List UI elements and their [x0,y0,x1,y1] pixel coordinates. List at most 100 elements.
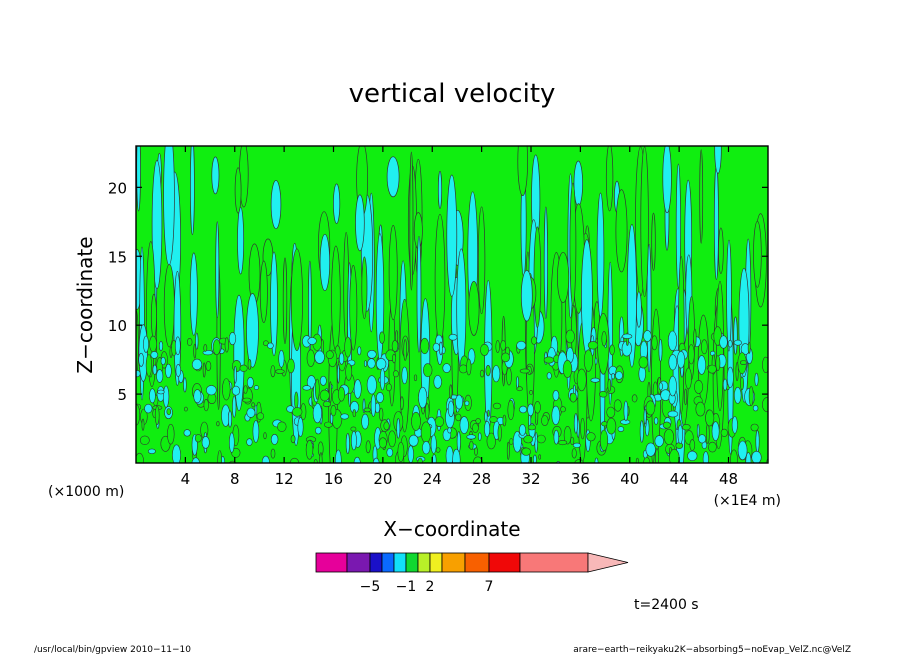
contour-cell [201,436,210,449]
contour-cell [538,454,542,460]
contour-cell [543,356,555,364]
contour-cell [541,415,549,426]
contour-cell [270,251,278,357]
contour-cell [190,146,195,236]
contour-cell [167,423,175,445]
contour-cell [754,372,759,387]
contour-cell [246,376,254,388]
contour-cell [254,404,258,416]
contour-cell [731,416,738,434]
contour-cell [328,381,332,403]
contour-cell [501,315,506,387]
contour-cell [401,366,408,385]
contour-cell [750,423,759,432]
contour-cell [314,378,320,400]
contour-cell [397,441,405,463]
contour-cell [500,340,507,351]
contour-cell [693,328,697,347]
contour-cell [183,406,188,412]
contour-cell [400,396,404,411]
contour-cell [605,146,614,212]
contour-cell [319,233,331,292]
contour-cell [695,401,706,417]
contour-cell [755,430,760,453]
contour-cell [189,252,198,336]
y-axis-ticks: 5 10 15 20 [108,179,768,404]
contour-cell [233,365,237,384]
contour-cell [319,452,323,463]
contour-cell [562,359,573,378]
contour-cell [367,358,376,369]
contour-cell [349,265,358,351]
contour-cell [289,457,300,463]
contour-cell [195,332,199,350]
contour-cell [367,349,377,359]
contour-cell [606,406,616,418]
contour-cell [267,342,274,349]
contour-cell [521,447,531,456]
contour-cell [449,384,453,399]
contour-cell [533,226,542,328]
contour-cell [594,357,598,365]
contour-cell [253,385,259,390]
contour-cell [335,449,342,463]
contour-cell [353,456,361,463]
contour-cell [635,457,639,463]
contour-cell [748,386,754,407]
contour-cell [270,433,279,445]
contour-cell [350,430,357,451]
x-tick-label: 24 [423,470,442,488]
contour-cell [297,417,304,437]
contour-cell [645,442,656,457]
contour-cell [163,385,170,408]
contour-cell [252,420,260,443]
contour-cell [139,435,150,445]
contour-cell [246,438,253,446]
contour-cell [574,459,584,463]
contour-cell [576,368,587,392]
contour-cell [353,379,362,399]
contour-cell [365,440,371,454]
contour-cell [290,434,296,444]
contour-cell [580,417,585,440]
contour-cell [312,403,323,424]
contour-cell [733,386,742,404]
contour-cell [507,399,515,421]
contour-cell [663,428,675,445]
x-tick-label: 8 [230,470,240,488]
contour-cell [206,385,217,396]
contour-cell [211,156,220,195]
contour-cell [468,280,480,336]
contour-cell [386,447,394,457]
contour-cell [737,440,748,461]
contour-cell [611,373,615,380]
contour-cell [519,405,528,414]
contour-cell [479,369,485,378]
contour-cell [409,151,414,291]
contour-cell [149,388,156,404]
x-tick-label: 28 [472,470,491,488]
contour-cell [150,293,157,340]
contour-cell [599,429,609,452]
contour-cell [730,449,738,463]
contour-cell [228,332,237,346]
contour-cell [224,337,229,353]
contour-cell [173,271,182,386]
contour-cell [290,248,303,351]
contour-cell [643,408,647,425]
contour-cell [152,364,158,375]
contour-cell [183,377,187,393]
contour-cell [497,424,502,442]
contour-cell [433,375,442,389]
contour-cell [485,365,491,377]
contour-cell [222,378,231,401]
contour-cell [432,342,440,352]
contour-cell [516,376,519,389]
colorbar-segment [429,552,443,573]
contour-cell [702,451,709,463]
x-unit-left: (×1000 m) [48,484,124,500]
contour-cell [391,339,399,352]
contour-cell [697,355,707,375]
contour-cell [636,291,642,328]
contour-cell [202,362,206,378]
